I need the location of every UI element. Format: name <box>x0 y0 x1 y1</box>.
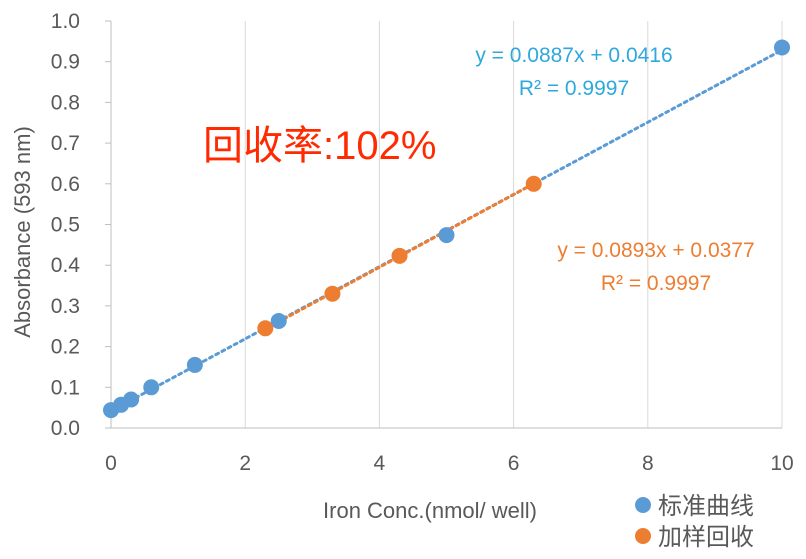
y-tick-label: 0.8 <box>51 91 80 114</box>
tick-labels: 0.0 0.1 0.2 0.3 0.4 0.5 0.6 0.7 0.8 0.9 1.0 0 2 4 6 8 10 <box>51 10 794 475</box>
data-point-standard <box>143 379 160 396</box>
data-point-recovery <box>257 320 274 337</box>
data-point-standard <box>270 312 287 329</box>
data-point-recovery <box>525 175 542 192</box>
data-points <box>103 39 790 419</box>
legend-marker-standard <box>635 497 651 513</box>
y-tick-label: 0.1 <box>51 376 80 399</box>
x-tick-label: 0 <box>105 452 117 475</box>
data-point-standard <box>774 39 790 56</box>
trendline-r2-recovery: R² = 0.9997 <box>601 272 711 295</box>
y-tick-label: 0.5 <box>51 214 80 237</box>
y-tick-label: 0.3 <box>51 295 80 318</box>
trendline-equation-standard: y = 0.0887x + 0.0416 <box>475 44 672 67</box>
data-point-standard <box>438 227 455 244</box>
y-axis-label: Absorbance (593 nm) <box>10 126 35 338</box>
y-tick-label: 0.0 <box>51 417 80 440</box>
legend-label-recovery: 加样回收 <box>658 524 754 551</box>
y-tick-label: 0.7 <box>51 132 80 155</box>
data-point-recovery <box>391 247 408 264</box>
data-point-recovery <box>324 285 341 302</box>
legend: 标准曲线 加样回收 <box>635 493 754 551</box>
y-tick-label: 0.4 <box>51 254 81 277</box>
x-axis-label: Iron Conc.(nmol/ well) <box>323 498 537 523</box>
trendline-r2-standard: R² = 0.9997 <box>519 77 629 100</box>
y-tick-label: 0.6 <box>51 173 80 196</box>
x-tick-label: 8 <box>642 452 654 475</box>
y-tick-label: 0.9 <box>51 51 80 74</box>
data-point-standard <box>123 391 140 408</box>
data-point-standard <box>186 356 203 373</box>
x-tick-label: 2 <box>239 452 251 475</box>
grid <box>244 21 783 428</box>
trendline-equation-recovery: y = 0.0893x + 0.0377 <box>557 239 754 262</box>
x-tick-label: 4 <box>374 452 386 475</box>
recovery-rate-annotation: 回收率:102% <box>203 124 436 168</box>
x-tick-label: 10 <box>770 452 793 475</box>
x-tick-label: 6 <box>508 452 520 475</box>
legend-label-standard: 标准曲线 <box>658 493 754 520</box>
y-tick-label: 1.0 <box>51 10 80 33</box>
legend-marker-recovery <box>635 528 651 544</box>
y-tick-label: 0.2 <box>51 336 80 359</box>
axes <box>105 20 782 429</box>
